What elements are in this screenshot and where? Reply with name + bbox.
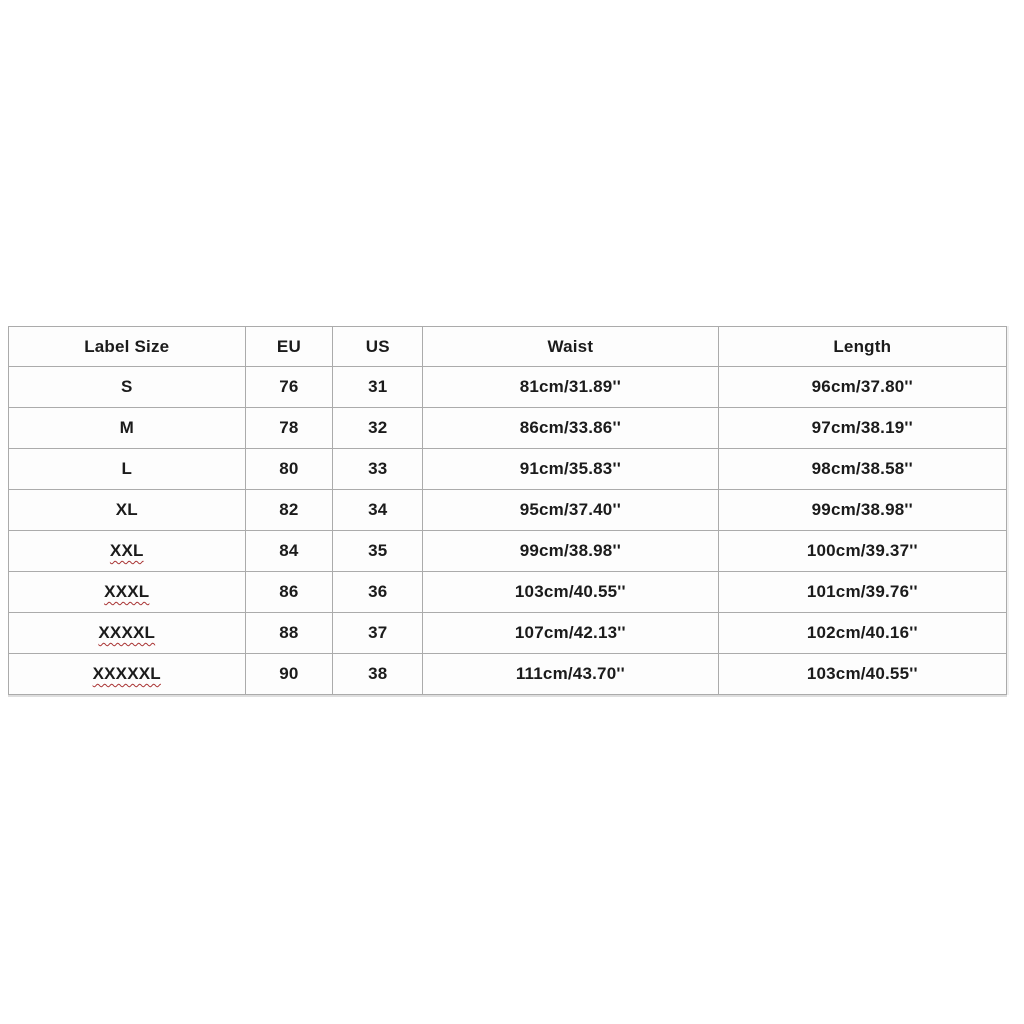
cell-us: 35 <box>332 530 424 572</box>
cell-waist: 95cm/37.40'' <box>422 489 719 531</box>
size-label: XXL <box>109 541 144 560</box>
cell-length: 96cm/37.80'' <box>717 366 1008 408</box>
cell-waist: 86cm/33.86'' <box>422 407 719 449</box>
cell-waist: 91cm/35.83'' <box>422 448 719 490</box>
cell-us: 34 <box>332 489 424 531</box>
size-label: XXXXXL <box>92 664 161 683</box>
size-label: XXXXL <box>98 623 156 642</box>
size-label: M <box>119 418 134 437</box>
column-header-waist: Waist <box>422 326 719 367</box>
cell-length: 97cm/38.19'' <box>717 407 1008 449</box>
table-row: XXXXL 88 37 107cm/42.13'' 102cm/40.16'' <box>8 612 1008 654</box>
table-row: XXXXXL 90 38 111cm/43.70'' 103cm/40.55'' <box>8 653 1008 695</box>
table-row: XXXL 86 36 103cm/40.55'' 101cm/39.76'' <box>8 571 1008 613</box>
cell-eu: 80 <box>244 448 334 490</box>
cell-eu: 84 <box>244 530 334 572</box>
table-row: L 80 33 91cm/35.83'' 98cm/38.58'' <box>8 448 1008 490</box>
cell-us: 36 <box>332 571 424 613</box>
size-table-header: Label Size EU US Waist Length <box>8 326 1008 367</box>
cell-eu: 90 <box>244 653 334 695</box>
column-header-eu: EU <box>244 326 334 367</box>
cell-label-size: XXXXXL <box>8 653 246 695</box>
cell-length: 100cm/39.37'' <box>717 530 1008 572</box>
cell-waist: 107cm/42.13'' <box>422 612 719 654</box>
cell-eu: 82 <box>244 489 334 531</box>
size-table-body: S 76 31 81cm/31.89'' 96cm/37.80'' M 78 3… <box>8 366 1008 695</box>
size-label: L <box>121 459 133 478</box>
column-header-length: Length <box>717 326 1008 367</box>
cell-label-size: XL <box>8 489 246 531</box>
cell-length: 98cm/38.58'' <box>717 448 1008 490</box>
size-label: S <box>120 377 133 396</box>
cell-length: 103cm/40.55'' <box>717 653 1008 695</box>
column-header-label-size: Label Size <box>8 326 246 367</box>
cell-waist: 81cm/31.89'' <box>422 366 719 408</box>
cell-us: 33 <box>332 448 424 490</box>
size-label: XL <box>115 500 138 519</box>
size-table: Label Size EU US Waist Length S 76 31 81… <box>8 326 1008 695</box>
size-chart-container: Label Size EU US Waist Length S 76 31 81… <box>8 326 1008 695</box>
cell-us: 37 <box>332 612 424 654</box>
cell-us: 32 <box>332 407 424 449</box>
cell-label-size: XXL <box>8 530 246 572</box>
cell-label-size: L <box>8 448 246 490</box>
cell-length: 99cm/38.98'' <box>717 489 1008 531</box>
cell-us: 31 <box>332 366 424 408</box>
cell-waist: 111cm/43.70'' <box>422 653 719 695</box>
cell-waist: 99cm/38.98'' <box>422 530 719 572</box>
header-row: Label Size EU US Waist Length <box>8 326 1008 367</box>
cell-eu: 86 <box>244 571 334 613</box>
size-label: XXXL <box>104 582 150 601</box>
cell-label-size: XXXL <box>8 571 246 613</box>
cell-length: 102cm/40.16'' <box>717 612 1008 654</box>
cell-label-size: S <box>8 366 246 408</box>
table-row: M 78 32 86cm/33.86'' 97cm/38.19'' <box>8 407 1008 449</box>
cell-eu: 88 <box>244 612 334 654</box>
table-row: XL 82 34 95cm/37.40'' 99cm/38.98'' <box>8 489 1008 531</box>
cell-label-size: M <box>8 407 246 449</box>
table-row: S 76 31 81cm/31.89'' 96cm/37.80'' <box>8 366 1008 408</box>
column-header-us: US <box>332 326 424 367</box>
cell-eu: 78 <box>244 407 334 449</box>
cell-us: 38 <box>332 653 424 695</box>
cell-length: 101cm/39.76'' <box>717 571 1008 613</box>
cell-label-size: XXXXL <box>8 612 246 654</box>
cell-eu: 76 <box>244 366 334 408</box>
cell-waist: 103cm/40.55'' <box>422 571 719 613</box>
table-row: XXL 84 35 99cm/38.98'' 100cm/39.37'' <box>8 530 1008 572</box>
